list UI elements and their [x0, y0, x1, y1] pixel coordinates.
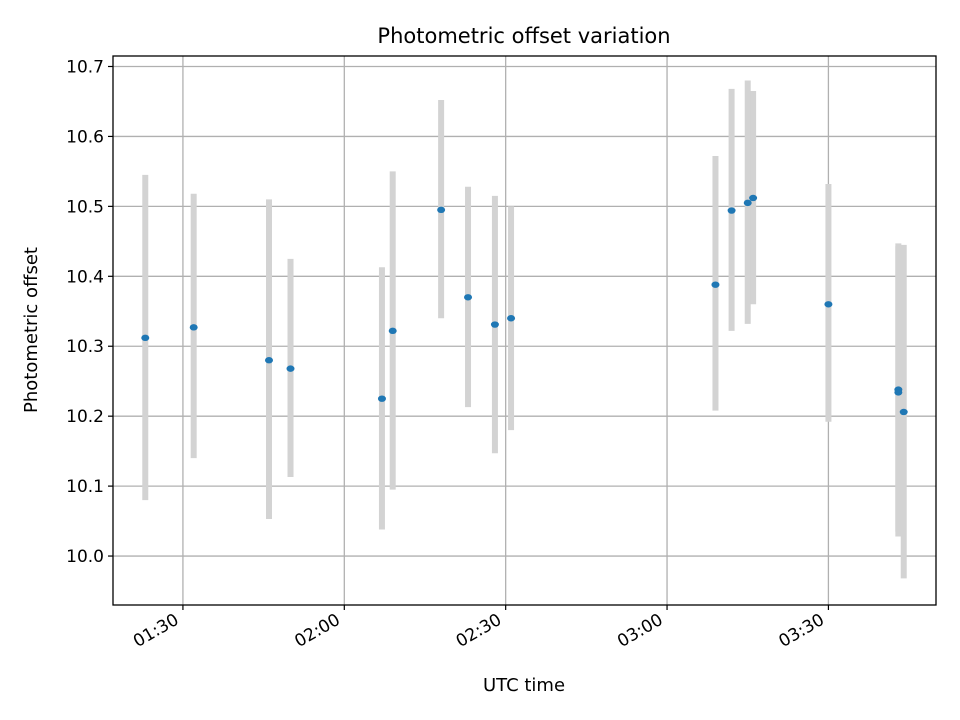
data-point [824, 301, 833, 308]
error-bars [142, 80, 907, 579]
data-point [490, 321, 499, 328]
y-tick-label: 10.3 [66, 337, 104, 357]
data-point [264, 357, 273, 364]
y-tick-label: 10.2 [66, 407, 104, 427]
x-tick-label: 03:00 [614, 610, 666, 652]
data-points [141, 194, 908, 416]
y-tick-label: 10.4 [66, 267, 104, 287]
data-point [749, 194, 758, 202]
x-axis-label: UTC time [483, 675, 565, 696]
x-tick-label: 03:30 [775, 610, 827, 652]
y-tick-label: 10.6 [66, 127, 104, 147]
data-point [894, 389, 903, 396]
data-point [727, 207, 736, 214]
data-point [388, 327, 397, 335]
data-point [507, 315, 516, 322]
data-point [899, 408, 908, 416]
y-tick-label: 10.5 [66, 197, 104, 217]
data-point [437, 206, 446, 214]
grid-lines [113, 56, 936, 605]
data-point [711, 281, 720, 288]
data-point [286, 365, 295, 372]
plot-frame [112, 55, 937, 606]
y-tick-label: 10.0 [66, 547, 104, 567]
y-axis-label: Photometric offset [21, 247, 42, 413]
x-tick-label: 01:30 [130, 610, 182, 652]
data-point [743, 199, 752, 207]
y-axis-ticks: 10.0 10.1 10.2 10.3 10.4 10.5 10.6 10.7 [66, 57, 113, 567]
data-point [377, 395, 386, 402]
data-point [141, 334, 150, 342]
chart-title: Photometric offset variation [377, 24, 670, 48]
x-tick-label: 02:00 [291, 610, 343, 652]
x-tick-label: 02:30 [453, 610, 505, 652]
y-tick-label: 10.7 [66, 57, 104, 77]
data-point [464, 294, 473, 301]
data-point [189, 324, 198, 331]
y-tick-label: 10.1 [66, 477, 104, 497]
x-axis-ticks: 01:30 02:00 02:30 03:00 03:30 [130, 605, 830, 652]
